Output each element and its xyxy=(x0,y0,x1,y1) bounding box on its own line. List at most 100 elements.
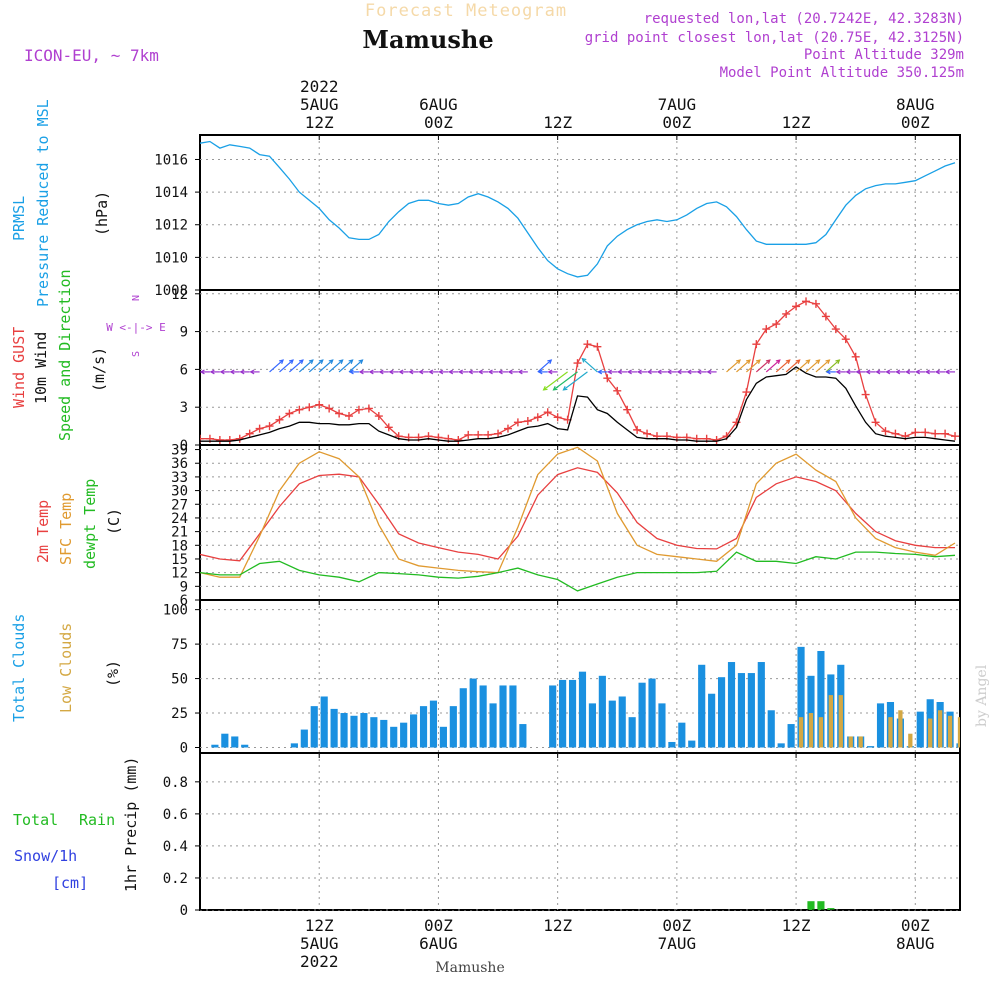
bar-total-clouds xyxy=(727,662,736,748)
wind-arrow-head xyxy=(219,369,225,375)
wind-direction-arrow xyxy=(543,371,568,391)
wind-arrow-head xyxy=(467,369,473,375)
wind-arrow-head xyxy=(924,369,930,375)
wind-arrow-head xyxy=(626,369,632,375)
wind-arrow-head xyxy=(875,369,881,375)
wind-direction-arrow xyxy=(825,359,840,373)
wind-arrow-head xyxy=(825,369,831,375)
bar-total-clouds xyxy=(549,685,557,748)
bar-total-clouds xyxy=(737,673,746,748)
bar-total-rain xyxy=(807,901,815,910)
ytick-label-wind: 6 xyxy=(180,362,188,378)
ytick-label-temp: 30 xyxy=(171,484,188,500)
wind-direction-arrow xyxy=(553,371,578,391)
pressure-reduced-label: Pressure Reduced to MSL xyxy=(34,99,52,307)
wind-arrow-head xyxy=(745,359,751,364)
ytick-label-temp: 12 xyxy=(171,566,188,582)
wind-arrow-head xyxy=(487,369,493,375)
bar-low-clouds xyxy=(908,733,913,748)
bar-total-clouds xyxy=(459,688,467,748)
bar-low-clouds xyxy=(818,717,824,748)
bar-total-clouds xyxy=(380,719,388,748)
wind-arrow-head xyxy=(239,369,245,375)
bar-low-clouds xyxy=(838,695,843,748)
ytick-label-clouds: 100 xyxy=(163,603,188,619)
ytick-label-wind: 12 xyxy=(171,287,188,303)
wind-arrow-head xyxy=(398,369,404,375)
ytick-label-temp: 24 xyxy=(171,511,188,527)
gust-marker xyxy=(941,429,950,438)
wind-arrow-head xyxy=(944,369,950,375)
ytick-label-temp: 9 xyxy=(180,579,188,595)
snow-unit-label: [cm] xyxy=(52,874,88,892)
bar-total-clouds xyxy=(568,679,577,748)
series-group-wind xyxy=(200,297,960,444)
bar-total-clouds xyxy=(688,740,696,748)
gust-marker xyxy=(200,434,204,443)
bar-total-clouds xyxy=(410,714,418,748)
bar-total-clouds xyxy=(638,682,646,748)
footer-location: Mamushe xyxy=(435,960,504,976)
bar-total-clouds xyxy=(678,722,686,748)
wind-arrow-head xyxy=(865,369,871,375)
bottom-time-label: 12Z xyxy=(305,916,334,935)
bar-low-clouds xyxy=(937,710,943,748)
bar-low-clouds xyxy=(957,717,960,748)
gust-marker xyxy=(533,413,542,422)
top-time-label: 00Z xyxy=(901,113,930,132)
series-group-clouds xyxy=(211,646,960,748)
bar-total-clouds xyxy=(797,646,805,748)
plots: 1008101010121014101603691269121518212427… xyxy=(154,77,961,971)
wind-arrow-head xyxy=(914,369,921,375)
wind-arrow-head xyxy=(686,369,692,375)
bottom-time-label: 12Z xyxy=(543,916,572,935)
gust-marker xyxy=(881,427,890,436)
wind-arrow-head xyxy=(229,369,235,375)
wind-arrow-head xyxy=(209,369,215,375)
bar-total-clouds xyxy=(608,700,616,748)
low-clouds-label: Low Clouds xyxy=(57,623,75,713)
bar-total-clouds xyxy=(290,743,298,748)
bar-total-clouds xyxy=(648,678,656,748)
wind-arrow-head xyxy=(636,369,642,375)
bar-total-clouds xyxy=(330,708,338,748)
info-line-1: requested lon,lat (20.7242E, 42.3283N) xyxy=(644,11,964,27)
bar-total-clouds xyxy=(300,729,308,748)
wind-direction-arrow xyxy=(775,359,791,373)
gust-marker xyxy=(831,325,840,334)
wind-arrow-head xyxy=(200,369,205,375)
wind-arrow-head xyxy=(805,359,811,364)
series-line-10m-wind xyxy=(200,366,956,442)
gust-marker xyxy=(911,428,920,437)
pressure-unit-label: (hPa) xyxy=(93,191,111,236)
dewpt-temp-label: dewpt Temp xyxy=(81,479,99,569)
bar-total-rain xyxy=(827,908,835,910)
bottom-time-label: 8AUG xyxy=(896,934,935,953)
ytick-label-temp: 39 xyxy=(171,443,188,459)
ytick-label-temp: 6 xyxy=(180,593,188,609)
series-line-prmsl xyxy=(200,140,956,278)
gust-marker xyxy=(503,424,512,433)
bar-total-clouds xyxy=(479,685,487,748)
bar-total-clouds xyxy=(578,671,587,748)
wind-arrow-head xyxy=(279,359,284,364)
top-time-label: 12Z xyxy=(543,113,572,132)
gust-marker xyxy=(225,435,234,444)
wind-arrow-head xyxy=(308,359,314,364)
gust-marker xyxy=(752,340,761,349)
wind-dir-label: Speed and Direction xyxy=(56,269,74,441)
wind-arrow-head xyxy=(895,369,901,375)
bottom-time-label: 12Z xyxy=(782,916,811,935)
temp-unit-label: (C) xyxy=(105,508,123,535)
wind-arrow-head xyxy=(581,357,587,363)
gust-marker xyxy=(543,408,552,417)
bar-total-clouds xyxy=(360,713,368,748)
gust-marker xyxy=(215,435,224,444)
wind-direction-arrow xyxy=(726,359,741,373)
wind-arrow-head xyxy=(835,359,841,364)
gust-marker xyxy=(255,424,264,433)
total-clouds-label: Total Clouds xyxy=(10,614,28,722)
credit: by Angel xyxy=(974,664,990,727)
wind-arrow-head xyxy=(477,369,483,375)
